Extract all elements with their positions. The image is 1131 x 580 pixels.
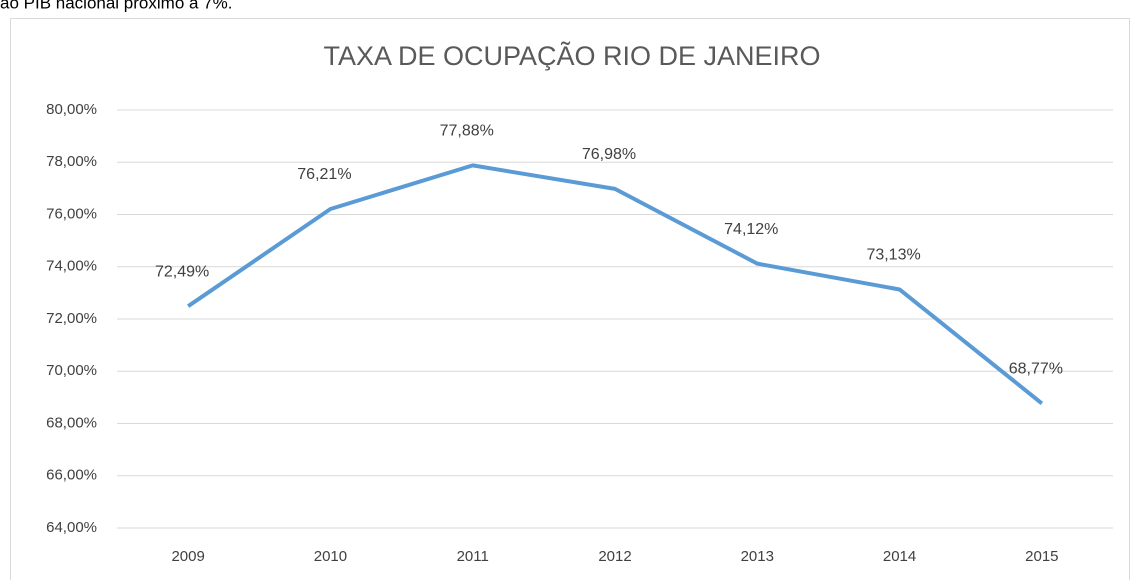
data-label: 72,49% [155,263,209,280]
data-label: 74,12% [724,221,778,238]
header-text: ao PIB nacional próximo a 7%. [0,0,232,12]
chart-border [10,18,1130,580]
x-tick-label: 2011 [457,548,489,565]
y-tick-label: 78,00% [46,153,97,170]
data-label: 73,13% [866,247,920,264]
x-tick-label: 2012 [598,548,631,565]
y-tick-label: 74,00% [46,258,97,275]
x-tick-label: 2009 [171,548,204,565]
y-tick-label: 68,00% [46,414,97,431]
x-tick-label: 2013 [741,548,774,565]
y-tick-label: 66,00% [46,467,97,484]
chart-title: TAXA DE OCUPAÇÃO RIO DE JANEIRO [323,40,820,71]
data-label: 68,77% [1009,361,1063,378]
data-label: 76,98% [582,146,636,163]
y-tick-label: 76,00% [46,205,97,222]
data-label: 77,88% [440,123,494,140]
x-tick-label: 2010 [314,548,347,565]
data-line [187,163,1044,405]
y-tick-label: 80,00% [46,101,97,118]
y-tick-label: 64,00% [46,519,97,536]
y-tick-label: 72,00% [46,310,97,327]
x-tick-label: 2014 [883,548,916,565]
x-tick-label: 2015 [1025,548,1058,565]
y-tick-label: 70,00% [46,362,97,379]
data-label: 76,21% [297,166,351,183]
